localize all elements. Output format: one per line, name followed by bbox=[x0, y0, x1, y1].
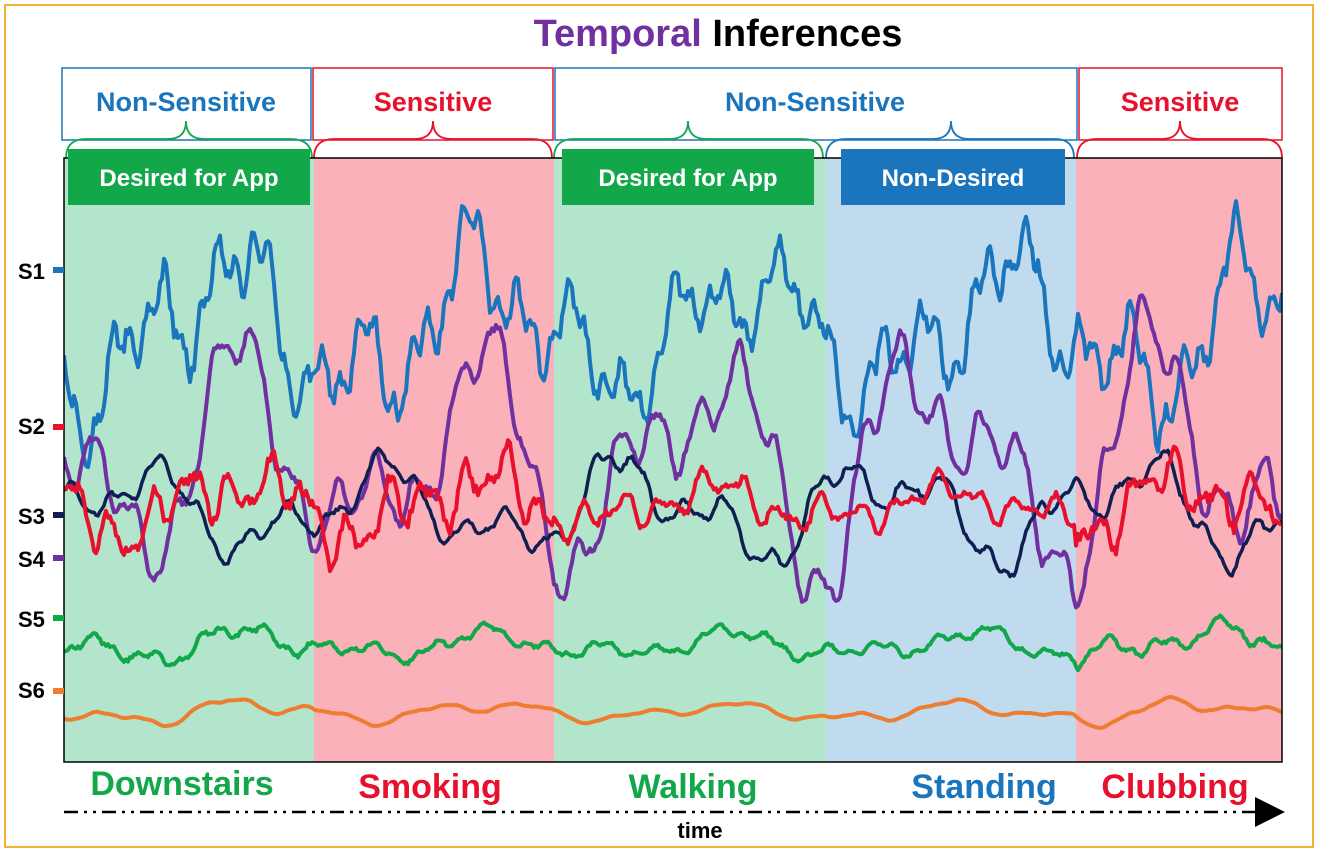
title-inferences: Inferences bbox=[702, 13, 903, 55]
sensor-label-s4: S4 bbox=[18, 547, 46, 572]
title-temporal: Temporal bbox=[534, 13, 702, 55]
sensitivity-label-sensitive-2: Sensitive bbox=[1121, 87, 1240, 117]
sensor-signals bbox=[64, 199, 1282, 730]
brace-desired-1 bbox=[65, 120, 313, 159]
badge-label-desired-2: Desired for App bbox=[598, 165, 777, 192]
sensor-trace-s2 bbox=[64, 438, 1282, 574]
brace-non-desired bbox=[825, 120, 1075, 159]
sensor-trace-s6 bbox=[64, 695, 1282, 730]
sensor-trace-s3 bbox=[64, 446, 1282, 579]
activity-smoking: Smoking bbox=[358, 768, 502, 806]
sensor-tick-s3 bbox=[53, 512, 64, 518]
sensitivity-label-sensitive-1: Sensitive bbox=[374, 87, 493, 117]
region-smoking bbox=[314, 158, 554, 762]
sensitivity-row: Non-Sensitive Sensitive Non-Sensitive Se… bbox=[61, 67, 1283, 141]
activity-standing: Standing bbox=[911, 768, 1056, 806]
sensor-label-s6: S6 bbox=[18, 678, 45, 703]
activity-clubbing: Clubbing bbox=[1101, 768, 1248, 806]
sensor-trace-s5 bbox=[64, 613, 1282, 673]
sensor-tick-s6 bbox=[53, 688, 64, 694]
badge-label-non-desired: Non-Desired bbox=[882, 165, 1025, 192]
brace-sensitive-2 bbox=[1076, 120, 1283, 159]
sensitivity-label-non-sensitive-2: Non-Sensitive bbox=[725, 87, 905, 117]
sensor-label-s5: S5 bbox=[18, 607, 45, 632]
sensor-tick-s1 bbox=[53, 267, 64, 273]
activity-downstairs: Downstairs bbox=[90, 765, 273, 803]
badge-desired-2 bbox=[562, 149, 814, 205]
diagram-title: Temporal Inferences bbox=[534, 13, 903, 55]
time-axis-label: time bbox=[677, 818, 722, 843]
sensitivity-box-sensitive-1 bbox=[312, 67, 554, 141]
sensor-trace-s1 bbox=[64, 199, 1282, 470]
sensitivity-box-non-sensitive-2 bbox=[554, 67, 1078, 141]
sensor-tick-s4 bbox=[53, 555, 64, 561]
badge-label-desired-1: Desired for App bbox=[99, 165, 278, 192]
activity-walking: Walking bbox=[628, 768, 757, 806]
badge-non-desired bbox=[841, 149, 1065, 205]
desirability-row: Desired for App Desired for App Non-Desi… bbox=[68, 149, 1065, 205]
sensor-label-s2: S2 bbox=[18, 414, 45, 439]
braces bbox=[65, 120, 1283, 159]
sensor-tick-s5 bbox=[53, 615, 64, 621]
brace-sensitive-1 bbox=[313, 120, 553, 159]
brace-desired-2 bbox=[553, 120, 824, 159]
sensor-trace-s4 bbox=[64, 293, 1282, 610]
sensor-label-s1: S1 bbox=[18, 259, 45, 284]
sensor-tick-s2 bbox=[53, 424, 64, 430]
badge-desired-1 bbox=[68, 149, 310, 205]
sensor-labels: S1 S2 S3 S4 S5 S6 bbox=[18, 259, 64, 703]
activity-labels: Downstairs Smoking Walking Standing Club… bbox=[90, 765, 1248, 806]
sensor-label-s3: S3 bbox=[18, 504, 45, 529]
sensitivity-label-non-sensitive-1: Non-Sensitive bbox=[96, 87, 276, 117]
